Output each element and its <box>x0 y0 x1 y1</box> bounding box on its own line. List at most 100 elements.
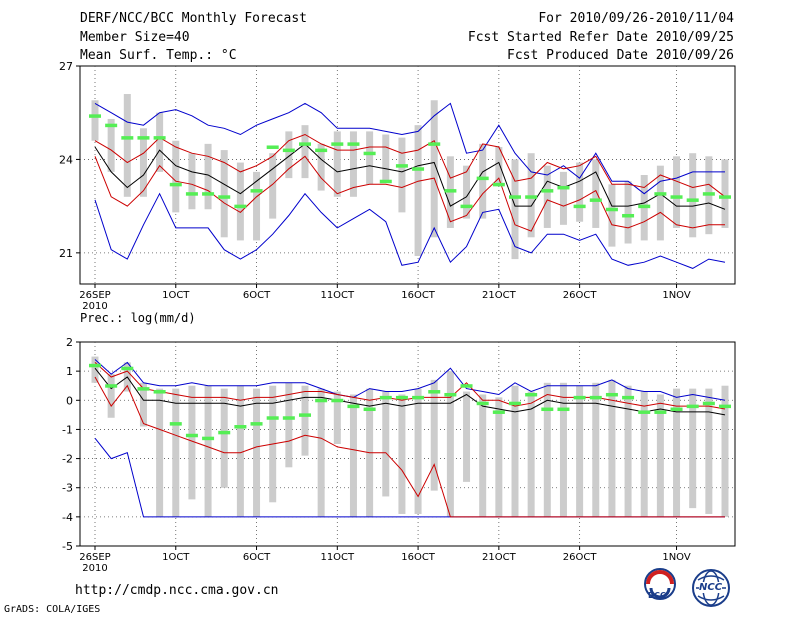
p0-spread-box <box>430 100 438 238</box>
p1-median-marker <box>282 416 295 420</box>
p1-spread-box <box>543 382 551 517</box>
p1-x-tick-label: 11OCT <box>320 552 355 563</box>
p1-median-marker <box>573 395 586 400</box>
source-url[interactable]: http://cmdp.ncc.cma.gov.cn <box>75 583 279 598</box>
p0-median-marker <box>89 114 101 118</box>
p1-spread-box <box>172 388 180 517</box>
p0-spread-box <box>188 153 196 210</box>
p0-median-marker <box>412 167 425 171</box>
p1-x-tick-label: 26SEP <box>79 552 110 563</box>
p0-median-marker <box>266 145 279 149</box>
p0-median-marker <box>137 136 150 140</box>
p1-x-tick-label: 16OCT <box>401 552 436 563</box>
p0-x-tick-label: 26SEP <box>79 290 110 301</box>
p1-spread-box <box>107 374 115 418</box>
p0-median-marker <box>541 189 554 193</box>
p0-median-marker <box>250 189 263 193</box>
p0-median-marker <box>719 195 731 199</box>
p0-max-envelope-line <box>94 102 725 195</box>
p1-spread-box <box>479 394 487 517</box>
p0-spread-box <box>123 94 131 197</box>
p0-spread-box <box>204 143 212 210</box>
p0-median-marker <box>202 192 215 196</box>
p0-spread-box <box>91 100 99 141</box>
p0-median-marker <box>331 142 344 146</box>
chart-title: DERF/NCC/BCC Monthly Forecast <box>80 11 307 26</box>
p0-spread-box <box>253 171 261 241</box>
p0-spread-box <box>220 150 228 238</box>
p0-median-marker <box>153 136 166 140</box>
p0-x-tick-label: 26OCT <box>563 290 598 301</box>
p1-spread-box <box>285 382 293 468</box>
p1-upper-spread-line <box>94 362 726 410</box>
p1-spread-box <box>382 391 390 497</box>
p1-median-marker <box>299 413 311 417</box>
p0-spread-box <box>139 128 147 197</box>
p1-median-marker <box>654 410 667 414</box>
p1-x-tick-label: 1OCT <box>162 552 190 563</box>
p1-spread-box <box>495 397 503 517</box>
grads-credit: GrADS: COLA/IGES <box>4 604 101 615</box>
refer-date: Fcst Started Refer Date 2010/09/25 <box>467 30 734 45</box>
p0-median-marker <box>428 142 441 146</box>
p1-spread-box <box>592 382 600 517</box>
p1-spread-box <box>511 385 519 517</box>
p0-median-marker <box>315 148 328 153</box>
p0-spread-box <box>349 131 357 197</box>
p1-spread-box <box>705 388 713 514</box>
p1-spread-box <box>220 388 228 488</box>
p0-spread-box <box>576 162 584 222</box>
p0-ensemble-mean-line <box>94 143 726 210</box>
p1-y-tick-label: 0 <box>66 394 73 407</box>
p1-x-tick-label: 6OCT <box>243 552 271 563</box>
p1-x-tick-label: 21OCT <box>482 552 517 563</box>
p1-spread-box <box>236 385 244 517</box>
p0-median-marker <box>444 189 457 193</box>
p1-median-marker <box>428 390 441 394</box>
p0-spread-box <box>172 140 180 213</box>
p1-median-marker <box>476 401 489 406</box>
p0-median-marker <box>234 204 247 209</box>
p0-median-marker <box>702 192 715 196</box>
p0-upper-spread-line <box>94 133 726 198</box>
p0-panel: 21 24 27 26SEP 1OCT 6OCT 11OCT 16OCT 21OCT 26OCT 1… <box>59 60 736 312</box>
p0-min-envelope-line <box>94 192 726 269</box>
p1-max-envelope-line <box>94 359 726 401</box>
p1-median-marker <box>121 366 134 371</box>
p0-spread-box <box>107 118 115 172</box>
p1-spread-box <box>689 388 697 509</box>
p1-y-tick-label: 1 <box>66 365 73 378</box>
p1-spread-box <box>301 385 309 456</box>
p0-spread-box <box>398 137 406 213</box>
p1-median-marker <box>234 425 247 429</box>
p0-x-tick-label: 11OCT <box>320 290 355 301</box>
p0-spread-box <box>236 162 244 241</box>
p0-x-tick-label: 1NOV <box>662 290 691 301</box>
p1-median-marker <box>185 433 198 438</box>
p0-spread-box <box>156 112 164 172</box>
p0-median-marker <box>589 198 602 202</box>
p1-median-marker <box>169 422 182 426</box>
p1-median-marker <box>557 407 570 412</box>
p1-y-tick-label: 2 <box>66 336 73 349</box>
p0-median-marker <box>525 195 538 199</box>
variable-label: Mean Surf. Temp.: °C <box>80 48 237 63</box>
p0-y-tick-label: 24 <box>59 153 73 166</box>
p0-median-marker <box>185 192 198 196</box>
p1-spread-box <box>204 385 212 517</box>
p0-spread-box <box>624 181 632 244</box>
p0-spread-box <box>543 165 551 228</box>
bcc-logo-text: BCC <box>648 591 666 600</box>
p1-median-marker <box>525 392 538 397</box>
p1-median-marker <box>460 384 473 388</box>
p1-median-marker <box>347 404 360 409</box>
forecast-period: For 2010/09/26-2010/11/04 <box>538 11 734 26</box>
member-size-label: Member Size=40 <box>80 30 190 45</box>
p1-median-marker <box>153 390 166 394</box>
p1-spread-box <box>139 382 147 427</box>
p0-median-marker <box>492 182 505 187</box>
p1-median-marker <box>719 404 731 409</box>
p0-spread-box <box>479 143 487 219</box>
p1-median-marker <box>589 395 602 400</box>
p1-median-marker <box>638 410 651 414</box>
